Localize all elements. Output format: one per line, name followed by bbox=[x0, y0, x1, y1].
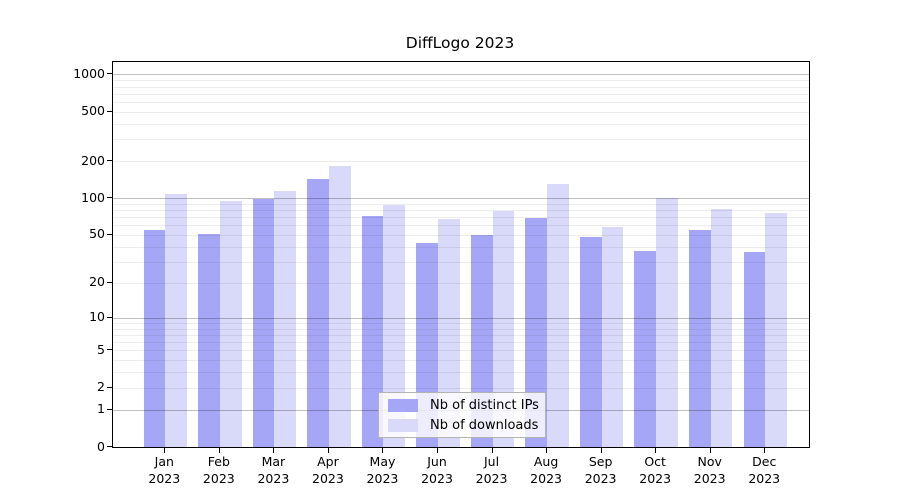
y-tick-mark bbox=[107, 197, 112, 199]
bar-downloads-dec bbox=[765, 213, 787, 447]
bar-distinct-ips-apr bbox=[307, 178, 329, 447]
y-tick-label: 1000 bbox=[73, 65, 105, 81]
bar-distinct-ips-may bbox=[361, 216, 384, 447]
y-tick-label: 100 bbox=[81, 189, 105, 205]
bar-downloads-aug bbox=[547, 183, 569, 447]
x-tick-label: Feb 2023 bbox=[202, 454, 235, 486]
y-tick-mark bbox=[107, 73, 112, 75]
x-tick-label: Jul 2023 bbox=[475, 454, 508, 486]
y-tick-mark bbox=[107, 160, 112, 162]
legend-item-downloads: Nb of downloads bbox=[379, 417, 545, 433]
x-tick-label: Apr 2023 bbox=[312, 454, 344, 486]
x-tick-mark bbox=[327, 448, 329, 453]
legend-swatch-distinct-ips bbox=[388, 398, 418, 412]
x-tick-label: Oct 2023 bbox=[639, 454, 672, 486]
bar-downloads-apr bbox=[328, 165, 351, 447]
chart-title: DiffLogo 2023 bbox=[405, 34, 515, 52]
x-tick-mark bbox=[164, 448, 166, 453]
bar-downloads-nov bbox=[710, 208, 733, 447]
y-tick-mark bbox=[107, 233, 112, 235]
bar-downloads-jul bbox=[492, 211, 515, 447]
bar-downloads-sep bbox=[601, 227, 624, 447]
y-tick-mark bbox=[107, 446, 112, 447]
y-tick-mark bbox=[107, 316, 112, 318]
x-tick-label: Sep 2023 bbox=[584, 454, 617, 486]
x-tick-mark bbox=[655, 448, 657, 453]
bar-distinct-ips-oct bbox=[634, 250, 657, 447]
x-tick-mark bbox=[273, 448, 275, 453]
x-tick-mark bbox=[764, 448, 766, 453]
y-tick-label: 10 bbox=[89, 309, 105, 325]
y-tick-label: 20 bbox=[89, 274, 105, 290]
x-tick-label: Mar 2023 bbox=[257, 454, 290, 486]
x-tick-label: May 2023 bbox=[366, 454, 399, 486]
bar-downloads-jun bbox=[438, 218, 460, 447]
y-tick-label: 1 bbox=[97, 401, 105, 417]
y-tick-mark bbox=[107, 386, 112, 388]
y-tick-mark bbox=[107, 110, 112, 112]
x-tick-mark bbox=[546, 448, 548, 453]
x-tick-mark bbox=[382, 448, 384, 453]
y-tick-label: 0 bbox=[97, 438, 105, 454]
y-tick-mark bbox=[107, 281, 112, 283]
bar-downloads-oct bbox=[656, 197, 678, 447]
bar-distinct-ips-mar bbox=[252, 198, 275, 447]
x-tick-mark bbox=[218, 448, 220, 453]
x-tick-label: Jun 2023 bbox=[421, 454, 453, 486]
bar-distinct-ips-nov bbox=[689, 229, 711, 447]
plot-area bbox=[112, 61, 810, 448]
x-tick-mark bbox=[491, 448, 493, 453]
y-tick-mark bbox=[107, 349, 112, 351]
y-tick-label: 50 bbox=[89, 226, 105, 242]
y-tick-label: 500 bbox=[81, 103, 105, 119]
bar-downloads-may bbox=[383, 204, 406, 447]
y-tick-mark bbox=[107, 408, 112, 410]
bar-downloads-feb bbox=[219, 200, 242, 447]
x-tick-label: Aug 2023 bbox=[530, 454, 562, 486]
bar-downloads-jan bbox=[165, 194, 187, 447]
bar-downloads-mar bbox=[274, 190, 297, 447]
bar-distinct-ips-sep bbox=[579, 237, 602, 447]
x-tick-mark bbox=[709, 448, 711, 453]
legend-swatch-downloads bbox=[388, 418, 418, 432]
legend-label-downloads: Nb of downloads bbox=[430, 417, 539, 433]
x-tick-mark bbox=[600, 448, 602, 453]
bars-layer bbox=[113, 62, 809, 447]
x-tick-label: Dec 2023 bbox=[748, 454, 781, 486]
bar-distinct-ips-feb bbox=[198, 233, 220, 447]
legend-item-distinct-ips: Nb of distinct IPs bbox=[379, 397, 545, 413]
x-tick-label: Nov 2023 bbox=[693, 454, 726, 486]
y-tick-label: 2 bbox=[97, 379, 105, 395]
x-tick-label: Jan 2023 bbox=[148, 454, 181, 486]
bar-distinct-ips-aug bbox=[525, 217, 548, 447]
bar-distinct-ips-jan bbox=[143, 229, 166, 447]
x-tick-mark bbox=[437, 448, 438, 453]
legend-label-distinct-ips: Nb of distinct IPs bbox=[430, 397, 539, 413]
legend: Nb of distinct IPs Nb of downloads bbox=[378, 392, 546, 438]
y-tick-label: 200 bbox=[81, 152, 105, 168]
y-tick-label: 5 bbox=[97, 341, 105, 357]
bar-distinct-ips-dec bbox=[743, 252, 766, 447]
